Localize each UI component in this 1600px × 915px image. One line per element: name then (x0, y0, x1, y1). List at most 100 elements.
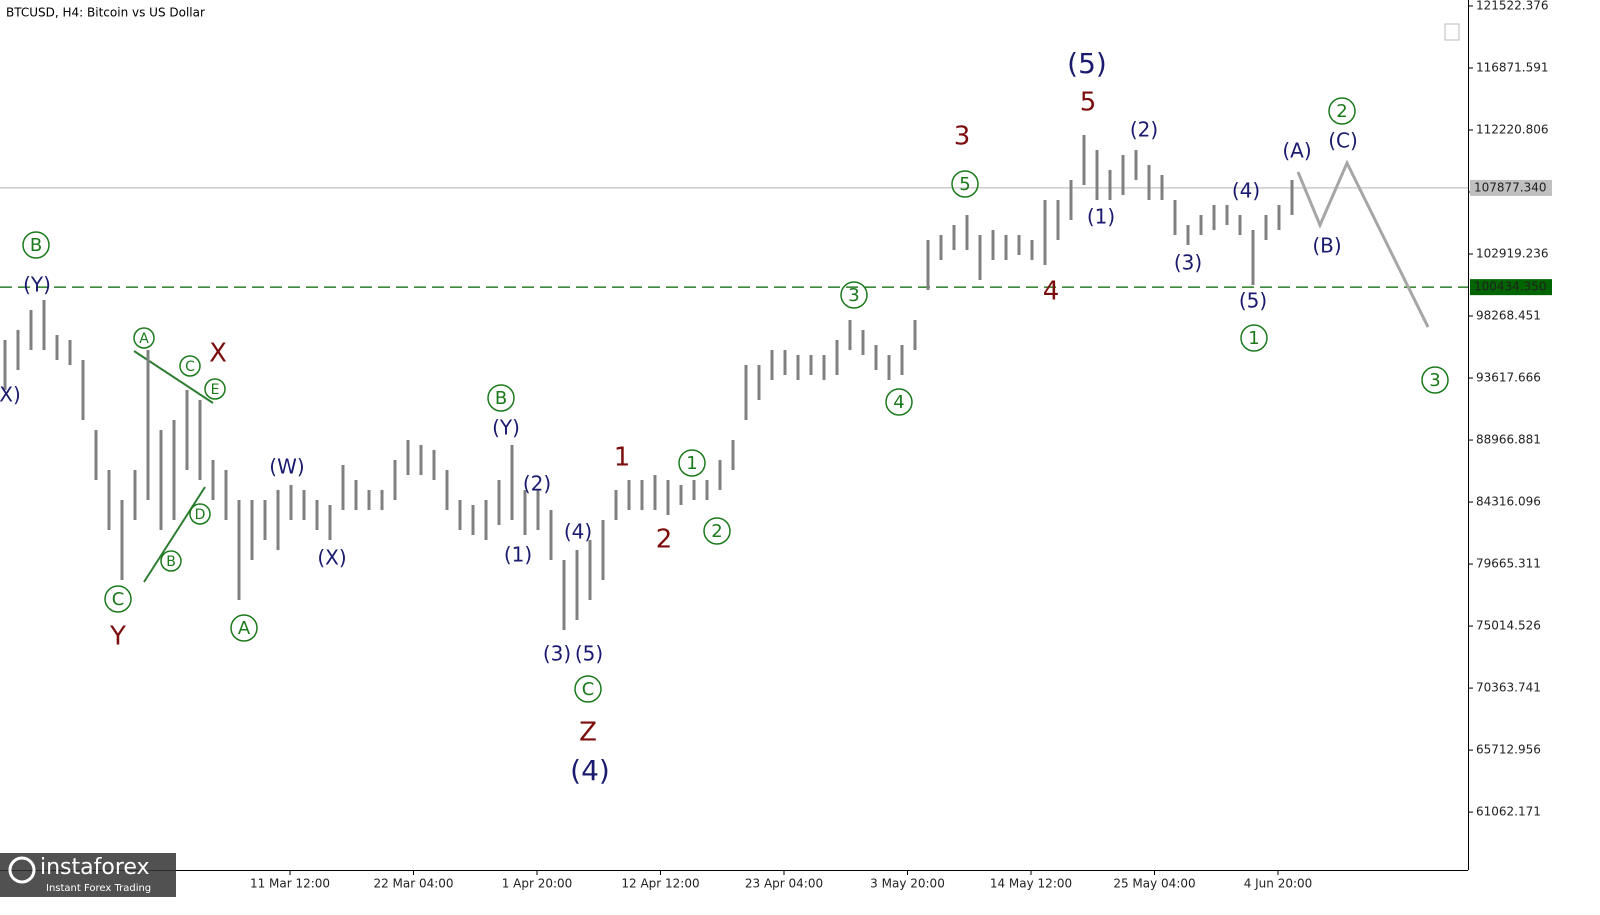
wave-label: (1) (1087, 205, 1115, 229)
wave-label: Y (109, 622, 126, 652)
x-tick-label: 1 Apr 20:00 (502, 877, 573, 891)
wave-label: (5) (1239, 289, 1267, 313)
wave-circle (1421, 366, 1449, 394)
wave-label: (4) (1232, 179, 1260, 203)
wave-label: 4 (1043, 277, 1060, 307)
wave-circle (678, 449, 706, 477)
wave-label: B (166, 554, 176, 570)
y-tick-label: 88966.881 (1476, 433, 1541, 447)
chart-title: BTCUSD, H4: Bitcoin vs US Dollar (6, 6, 205, 20)
wave-circle (574, 675, 602, 703)
y-tick-label: 112220.806 (1476, 122, 1549, 136)
wave-label: 1 (1248, 328, 1259, 349)
wave-label: 3 (954, 122, 971, 152)
wave-circle (230, 614, 258, 642)
wave-label: (X) (317, 546, 346, 570)
y-tick-label: 61062.171 (1476, 805, 1541, 819)
wave-circle (22, 231, 50, 259)
y-tick-label: 65712.956 (1476, 743, 1541, 757)
wave-label: 1 (614, 443, 631, 473)
y-tick-label: 75014.526 (1476, 619, 1541, 633)
wave-label: 5 (959, 174, 970, 195)
y-tick-label: 79665.311 (1476, 557, 1541, 571)
wave-label: (A) (1282, 139, 1311, 163)
wave-label: 4 (893, 392, 904, 413)
wave-label: (2) (523, 472, 551, 496)
wave-label: (5) (1067, 47, 1107, 80)
y-tick-label: 121522.376 (1476, 0, 1549, 12)
wave-label: X) (0, 383, 21, 407)
y-tick-label: 98268.451 (1476, 309, 1541, 323)
wave-circle (179, 355, 201, 377)
wave-label: C (582, 679, 595, 700)
wave-label: 1 (686, 453, 697, 474)
price-level-box (1470, 279, 1552, 296)
y-tick-label: 84316.096 (1476, 495, 1541, 509)
wave-circle (840, 281, 868, 309)
wave-circle (703, 517, 731, 545)
wave-label: A (139, 331, 149, 347)
wave-circle (951, 170, 979, 198)
wave-label: (4) (570, 754, 610, 787)
wave-label: A (238, 618, 251, 639)
wave-label: 2 (1336, 101, 1347, 122)
wave-circle (133, 327, 155, 349)
x-tick-label: 4 Jun 20:00 (1244, 877, 1313, 891)
x-tick-label: 22 Mar 04:00 (373, 877, 453, 891)
wave-label: Z (579, 718, 597, 748)
wave-label: E (211, 382, 220, 398)
x-tick-label: 25 May 04:00 (1113, 877, 1195, 891)
wave-label: D (195, 507, 206, 523)
wave-circle (160, 550, 182, 572)
wave-label: B (495, 388, 507, 409)
wave-label: 3 (848, 285, 859, 306)
wave-label: 2 (711, 521, 722, 542)
x-tick-label: 14 May 12:00 (990, 877, 1072, 891)
wave-label: (4) (564, 520, 592, 544)
wave-circle (487, 384, 515, 412)
toolbar-icon[interactable] (1444, 23, 1460, 41)
x-tick-label: 12 Apr 12:00 (621, 877, 699, 891)
y-tick-label: 116871.591 (1476, 60, 1549, 74)
wave-label: (3) (1174, 251, 1202, 275)
wave-label: 5 (1080, 88, 1097, 118)
y-tick-label: 93617.666 (1476, 371, 1541, 385)
price-level-box (1470, 179, 1552, 196)
wave-label: (2) (1130, 118, 1158, 142)
trend-line (143, 486, 206, 583)
wave-circle (104, 585, 132, 613)
price-level-label: 107877.340 (1474, 180, 1547, 194)
forecast-path (1296, 159, 1430, 328)
wave-label: (W) (269, 455, 304, 479)
wave-label: (3) (543, 642, 571, 666)
x-tick-label: 3 May 20:00 (870, 877, 945, 891)
wave-label: (1) (504, 543, 532, 567)
wave-label: C (185, 359, 195, 375)
wave-label: C (112, 589, 125, 610)
x-tick-label: 23 Apr 04:00 (745, 877, 823, 891)
price-level-label: 100434.350 (1474, 280, 1547, 294)
wave-label: (Y) (23, 273, 51, 297)
y-tick-label: 70363.741 (1476, 681, 1541, 695)
wave-label: (C) (1328, 129, 1358, 153)
wave-label: (Y) (492, 416, 520, 440)
watermark-logo (8, 856, 36, 884)
wave-circle (1328, 97, 1356, 125)
watermark-brand: instaforex (40, 855, 150, 880)
wave-label: (B) (1312, 234, 1341, 258)
wave-circle (204, 378, 226, 400)
y-tick-label: 102919.236 (1476, 247, 1549, 261)
wave-label: 2 (656, 525, 673, 555)
x-tick-label: 11 Mar 12:00 (250, 877, 330, 891)
watermark: instaforex Instant Forex Trading (0, 853, 176, 897)
wave-label: X (209, 339, 227, 369)
wave-label: (5) (575, 642, 603, 666)
wave-circle (189, 503, 211, 525)
wave-circle (885, 388, 913, 416)
watermark-tagline: Instant Forex Trading (46, 883, 151, 894)
wave-label: B (30, 235, 42, 256)
wave-circle (1240, 324, 1268, 352)
